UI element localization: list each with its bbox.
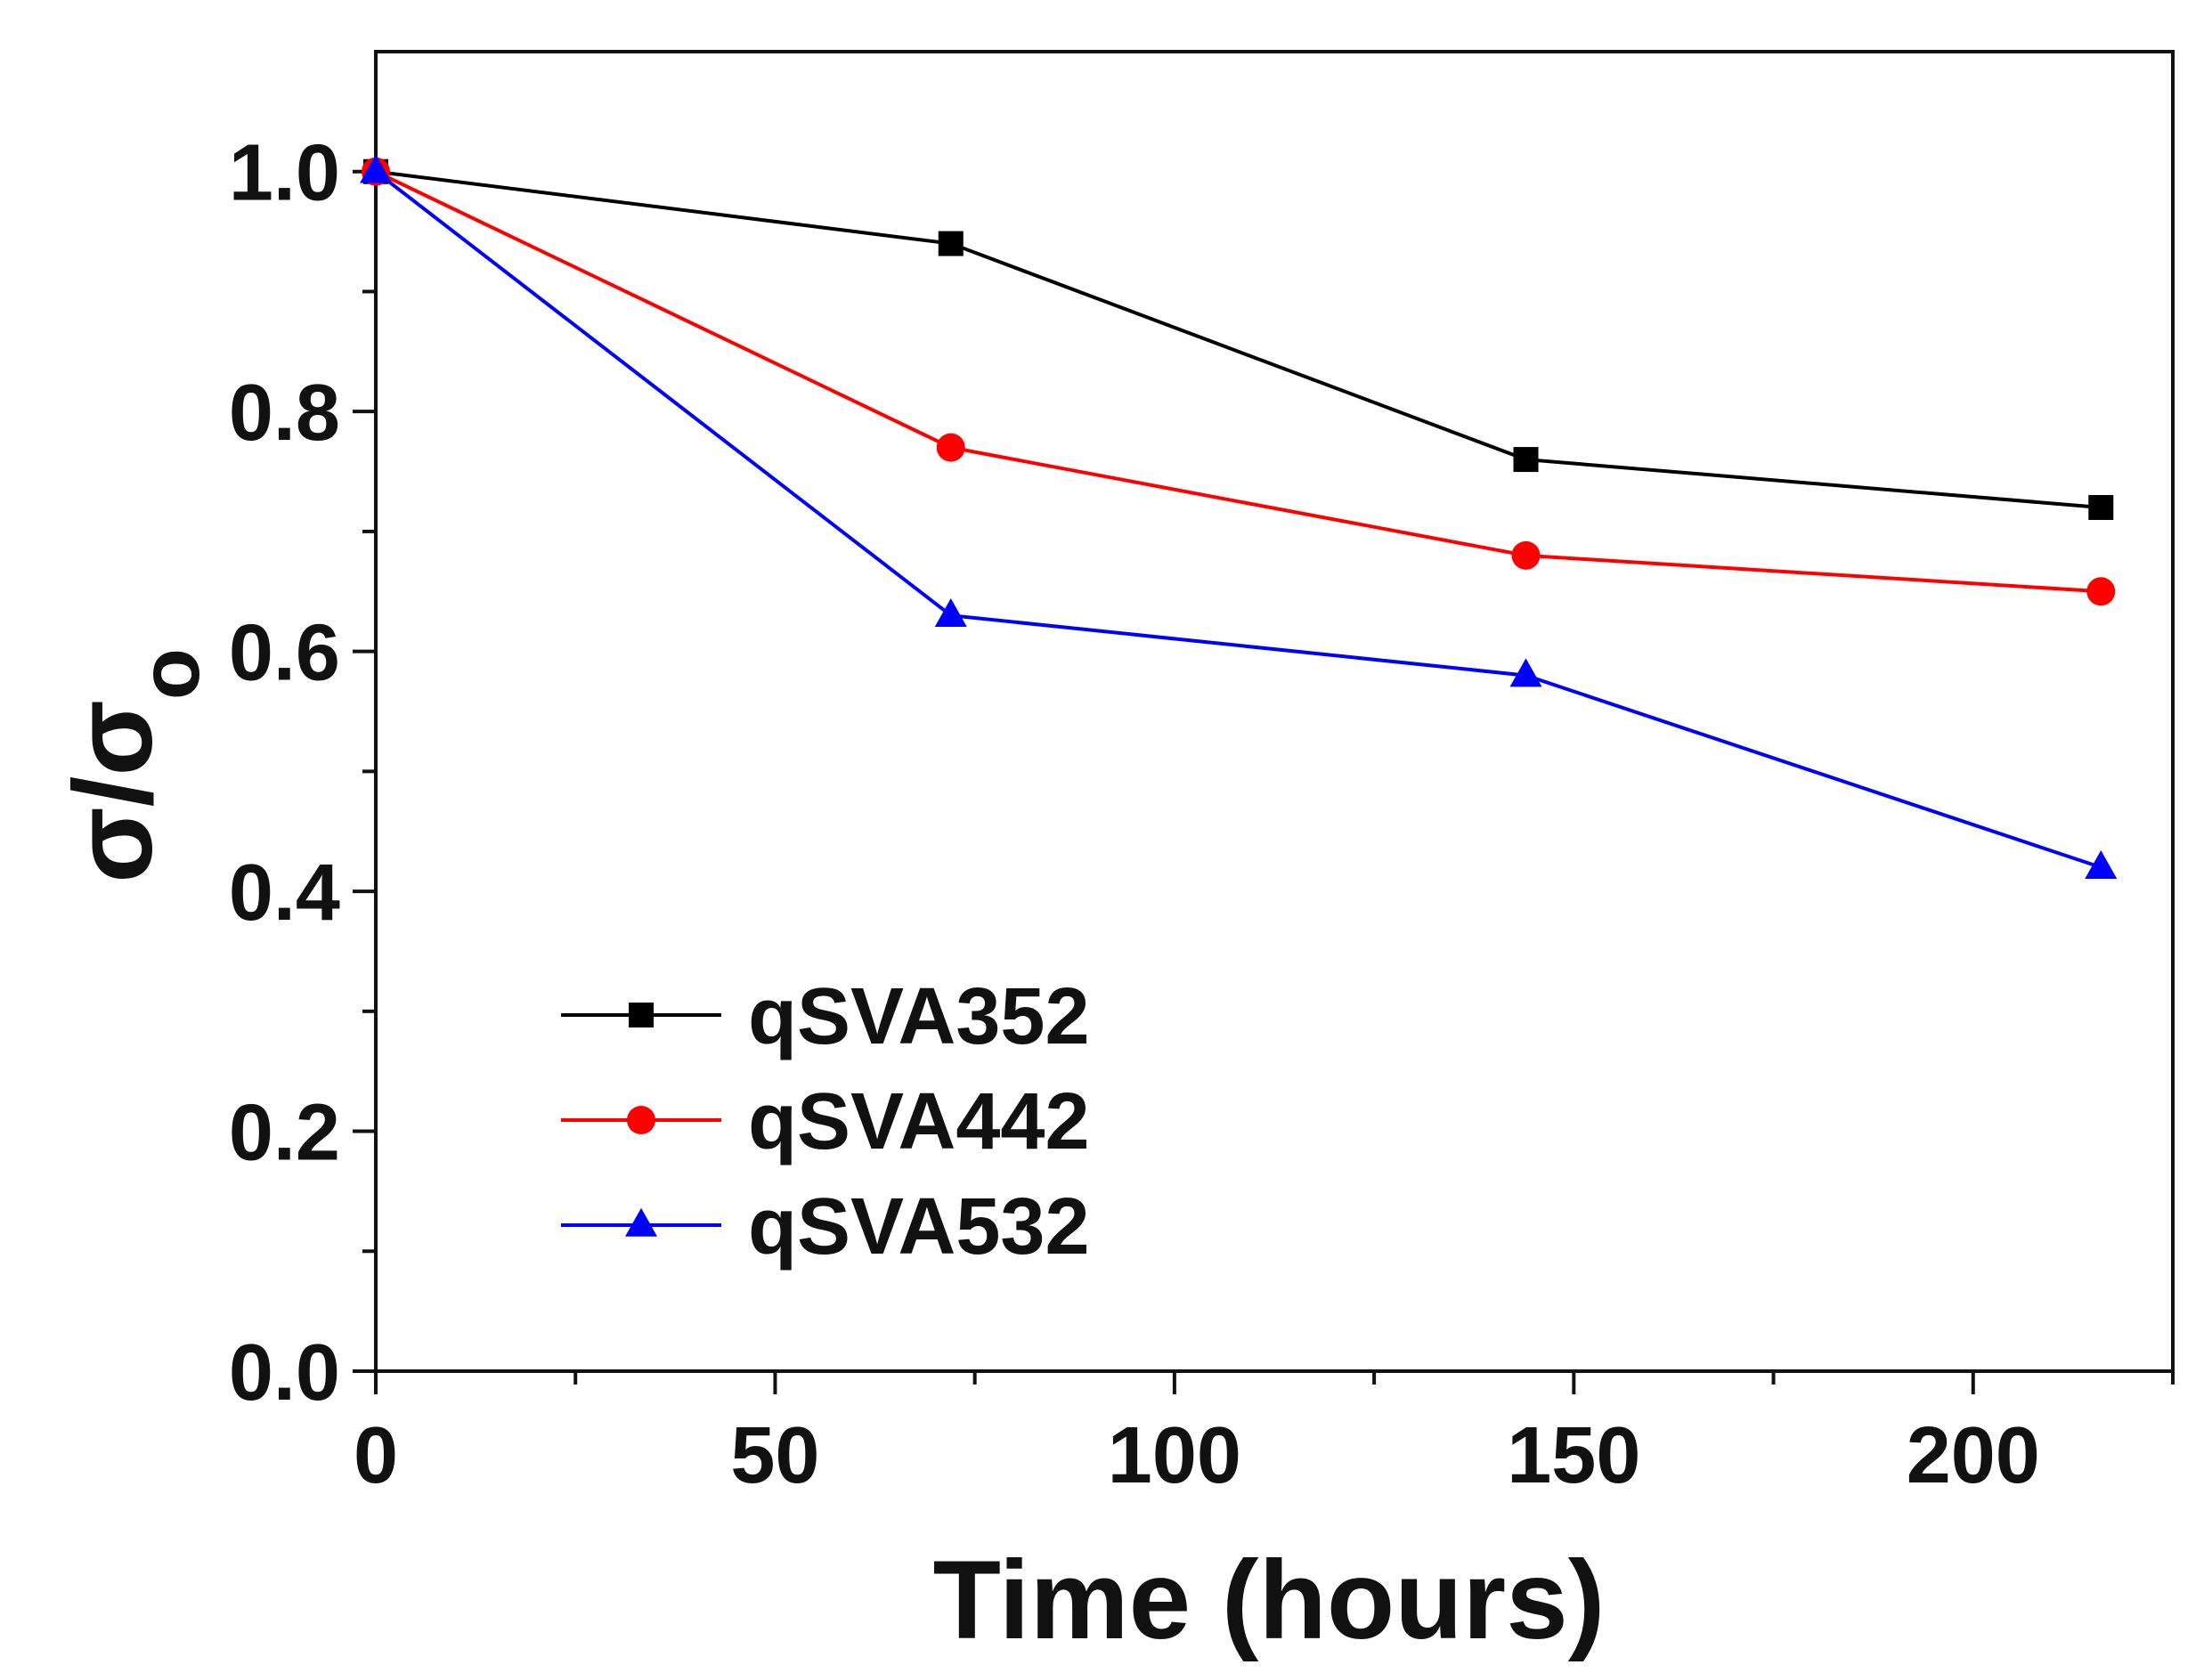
legend-label: qSVA442 [748, 1077, 1090, 1166]
plot-frame [374, 50, 2175, 1373]
legend-entry: qSVA352 [561, 972, 1090, 1061]
y-tick-label: 0.8 [229, 369, 340, 458]
y-tick-label: 0.0 [229, 1328, 340, 1417]
data-point [360, 154, 392, 183]
legend-marker [627, 1106, 655, 1134]
x-tick-label: 200 [1907, 1411, 2040, 1500]
x-tick-label: 100 [1108, 1411, 1241, 1500]
legend-label: qSVA352 [748, 972, 1090, 1061]
series-layer [360, 154, 2118, 879]
data-point [2088, 494, 2114, 520]
series-qSVA442 [362, 157, 2116, 606]
y-axis-title-base: σ/σ [52, 700, 175, 883]
legend: qSVA352 qSVA442 qSVA532 [561, 972, 1090, 1271]
series-line [374, 170, 2102, 870]
y-axis-title-subscript: o [123, 648, 217, 700]
data-point [1513, 447, 1539, 473]
x-tick-label: 0 [354, 1411, 398, 1500]
data-point [934, 598, 967, 628]
x-tick-label: 150 [1507, 1411, 1640, 1500]
legend-marker [629, 1003, 654, 1027]
data-point [1511, 540, 1541, 570]
series-line [375, 169, 2102, 594]
series-line [375, 169, 2102, 509]
x-tick-label: 50 [730, 1411, 819, 1500]
legend-entry: qSVA442 [561, 1077, 1090, 1166]
data-point [2086, 577, 2116, 606]
y-axis-title: σ/σo [52, 648, 217, 883]
legend-label: qSVA532 [748, 1182, 1090, 1271]
y-tick-label: 0.6 [229, 609, 340, 698]
legend-entry: qSVA532 [561, 1182, 1090, 1271]
y-tick-label: 1.0 [229, 129, 340, 218]
y-tick-label: 0.4 [229, 849, 340, 938]
y-tick-label: 0.2 [229, 1089, 340, 1178]
data-point [936, 433, 965, 462]
data-point [938, 231, 964, 256]
legend-marker [625, 1207, 657, 1237]
series-qSVA532 [360, 154, 2118, 879]
data-point [1509, 658, 1542, 687]
x-axis-title: Time (hours) [933, 1539, 1606, 1662]
series-qSVA352 [363, 158, 2114, 520]
axes: 0 50 100 150 200 0.0 0.2 0.4 0.6 0.8 1.0 [229, 50, 2175, 1500]
data-point [2085, 849, 2118, 879]
